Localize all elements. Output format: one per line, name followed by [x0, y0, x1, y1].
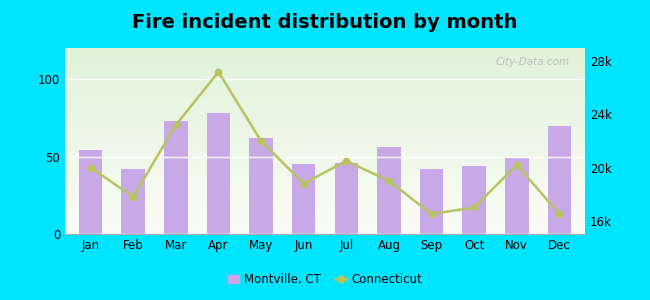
Bar: [420, 169, 443, 234]
Bar: [79, 150, 102, 234]
Bar: [505, 157, 528, 234]
Bar: [250, 138, 273, 234]
Text: City-Data.com: City-Data.com: [495, 57, 569, 67]
Bar: [548, 125, 571, 234]
Bar: [335, 163, 358, 234]
Bar: [377, 147, 400, 234]
Bar: [292, 164, 315, 234]
Text: Fire incident distribution by month: Fire incident distribution by month: [133, 14, 517, 32]
Bar: [164, 121, 188, 234]
Legend: Montville, CT, Connecticut: Montville, CT, Connecticut: [223, 269, 427, 291]
Bar: [207, 113, 230, 234]
Bar: [462, 166, 486, 234]
Bar: [122, 169, 145, 234]
